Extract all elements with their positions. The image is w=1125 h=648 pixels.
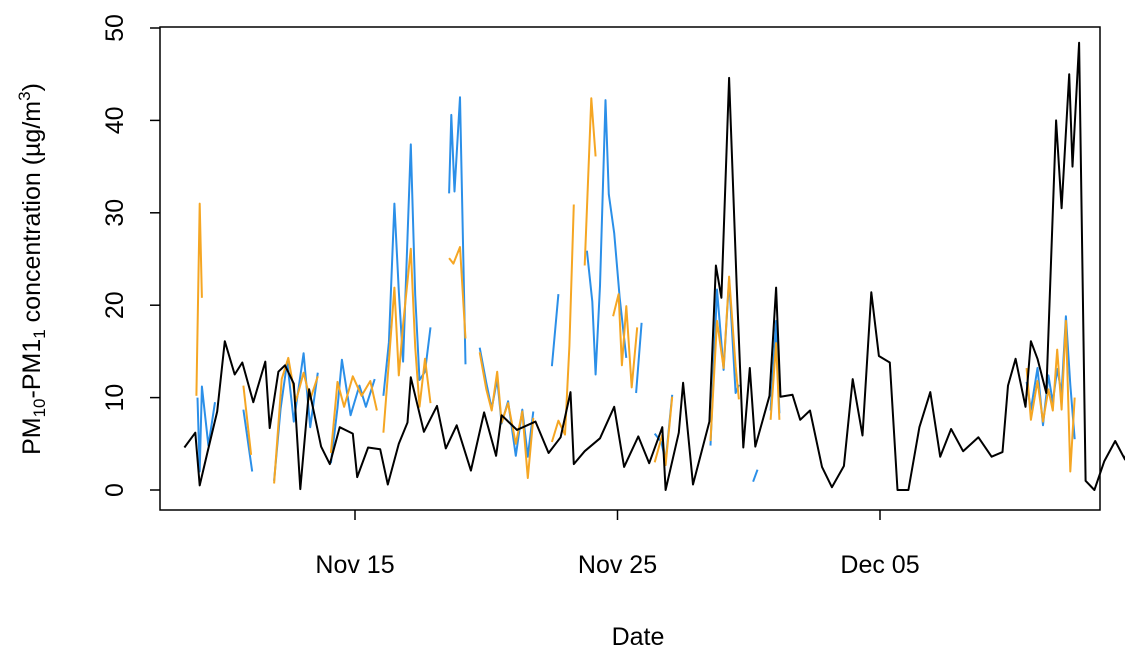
y-tick-label: 20	[101, 291, 129, 319]
series-line-0	[183, 41, 1125, 491]
y-tick-label: 50	[101, 14, 129, 42]
y-tick-label: 40	[101, 106, 129, 134]
y-axis-title: PM10-PM11 concentration (µg/m3)	[15, 83, 49, 455]
series-line-1	[196, 96, 1076, 483]
x-tick-label: Nov 15	[315, 551, 394, 579]
x-tick-label: Dec 05	[840, 551, 919, 579]
y-tick-label: 0	[101, 483, 129, 497]
x-tick-label: Nov 25	[578, 551, 657, 579]
y-tick-label: 30	[101, 199, 129, 227]
x-axis-title: Date	[612, 623, 665, 648]
y-tick-label: 10	[101, 384, 129, 412]
plot-box	[159, 26, 1101, 511]
series-layer	[183, 41, 1125, 491]
axes-layer: Nov 15 Nov 25 Dec 05 0 10 20 30 40 50	[101, 14, 920, 579]
